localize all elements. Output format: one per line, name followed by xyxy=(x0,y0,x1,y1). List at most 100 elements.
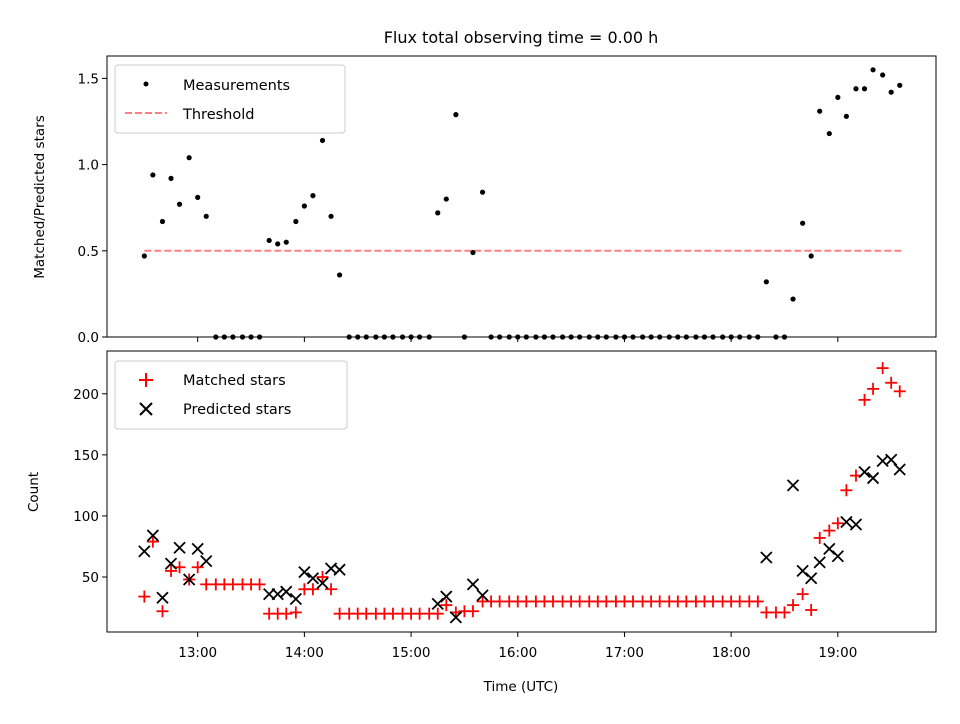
legend-box xyxy=(114,64,346,134)
measurement-point xyxy=(835,94,841,100)
measurement-point xyxy=(336,272,343,278)
predicted-point xyxy=(164,557,178,570)
predicted-point xyxy=(831,550,844,563)
measurement-point xyxy=(763,279,769,285)
x-axis-label: Time (UTC) xyxy=(483,679,559,695)
predicted-point xyxy=(760,551,773,564)
measurement-point xyxy=(266,237,272,244)
measurement-point xyxy=(293,218,299,225)
measurement-point xyxy=(870,67,876,73)
measurements-legend-marker xyxy=(143,81,149,87)
matched-point xyxy=(893,385,906,398)
measurement-point xyxy=(443,196,449,202)
x-tick-label: 17:00 xyxy=(605,645,644,661)
measurement-point xyxy=(168,175,174,181)
matched-point xyxy=(867,382,880,395)
matched-points xyxy=(138,362,906,620)
count-panel: Count Time (UTC) 50 100 150 200 13:00 14:00 15… xyxy=(26,350,937,695)
predicted-point xyxy=(449,611,463,624)
matched-point xyxy=(325,583,338,596)
matched-legend-marker xyxy=(139,373,153,387)
threshold-legend-label: Threshold xyxy=(182,107,254,123)
matched-point xyxy=(805,604,818,617)
measurement-point xyxy=(880,72,886,78)
measurement-point xyxy=(328,213,334,219)
measurement-point xyxy=(817,108,823,114)
matched-point xyxy=(138,590,151,603)
ratio-plot-frame xyxy=(106,55,937,338)
ratio-legend: Measurements Threshold xyxy=(114,64,346,134)
predicted-point xyxy=(138,545,151,558)
predicted-legend-marker xyxy=(139,402,153,416)
y-tick-label: 1.0 xyxy=(78,158,99,174)
matched-point xyxy=(440,599,453,612)
measurement-point xyxy=(790,296,796,302)
measurement-point xyxy=(141,253,147,259)
predicted-point xyxy=(466,578,480,591)
matched-legend-label: Matched stars xyxy=(183,373,286,389)
predicted-point xyxy=(893,463,906,476)
predicted-point xyxy=(173,541,186,554)
chart-title: Flux total observing time = 0.00 h xyxy=(384,28,659,47)
matched-point xyxy=(306,583,319,596)
x-tick-label: 13:00 xyxy=(178,645,217,661)
legend-box xyxy=(114,360,348,430)
predicted-point xyxy=(298,565,311,579)
x-tick-label: 16:00 xyxy=(498,645,537,661)
measurements-legend-label: Measurements xyxy=(183,78,290,94)
y-tick-label: 50 xyxy=(82,570,99,586)
matched-point xyxy=(156,605,169,618)
measurement-point xyxy=(808,253,814,259)
measurement-point xyxy=(888,89,894,95)
predicted-point xyxy=(858,465,871,479)
measurement-point xyxy=(301,203,307,209)
matched-point xyxy=(431,607,444,620)
predicted-point xyxy=(866,471,880,485)
y-tick-label: 150 xyxy=(73,448,99,464)
measurement-point xyxy=(826,130,832,137)
x-tick-label: 14:00 xyxy=(285,645,324,661)
matched-point xyxy=(280,607,293,620)
predicted-point xyxy=(849,518,863,531)
matched-point xyxy=(316,571,329,584)
y-axis-label-ratio: Matched/Predicted stars xyxy=(32,115,48,278)
measurement-point xyxy=(453,112,459,118)
matched-point xyxy=(796,588,809,601)
measurement-point xyxy=(800,220,806,226)
measurement-point xyxy=(176,201,183,207)
matched-point xyxy=(778,606,791,619)
predicted-point xyxy=(183,573,196,586)
ratio-ticks: 0.0 0.5 1.0 1.5 xyxy=(78,71,839,346)
matched-point xyxy=(165,564,178,577)
predicted-point xyxy=(440,590,453,603)
measurement-point xyxy=(283,239,289,245)
matched-point xyxy=(876,362,889,375)
matched-point xyxy=(831,517,844,530)
predicted-point xyxy=(840,515,853,529)
matched-point xyxy=(858,393,871,406)
y-tick-label: 1.5 xyxy=(78,71,99,87)
predicted-point xyxy=(156,591,169,604)
matched-point xyxy=(885,376,898,389)
matched-point xyxy=(146,535,159,548)
y-tick-label: 0.5 xyxy=(78,244,99,260)
x-tick-label: 18:00 xyxy=(712,645,751,661)
y-tick-label: 100 xyxy=(73,509,99,525)
matched-point xyxy=(289,606,302,619)
measurement-point xyxy=(150,172,156,178)
matched-point xyxy=(840,484,853,497)
predicted-point xyxy=(306,572,320,585)
count-plot-frame xyxy=(106,350,937,633)
predicted-point xyxy=(200,555,213,568)
count-legend: Matched stars Predicted stars xyxy=(114,360,348,430)
matched-point xyxy=(466,605,479,618)
count-ticks: 50 100 150 200 13:00 14:00 15:00 16:00 17:00 18:0… xyxy=(73,387,857,661)
matched-point xyxy=(751,595,764,608)
matched-point xyxy=(191,561,204,574)
predicted-legend-label: Predicted stars xyxy=(183,402,291,418)
predicted-point xyxy=(146,529,160,542)
measurement-point xyxy=(861,86,868,92)
y-axis-label-count: Count xyxy=(26,472,42,512)
measurement-point xyxy=(195,194,201,200)
